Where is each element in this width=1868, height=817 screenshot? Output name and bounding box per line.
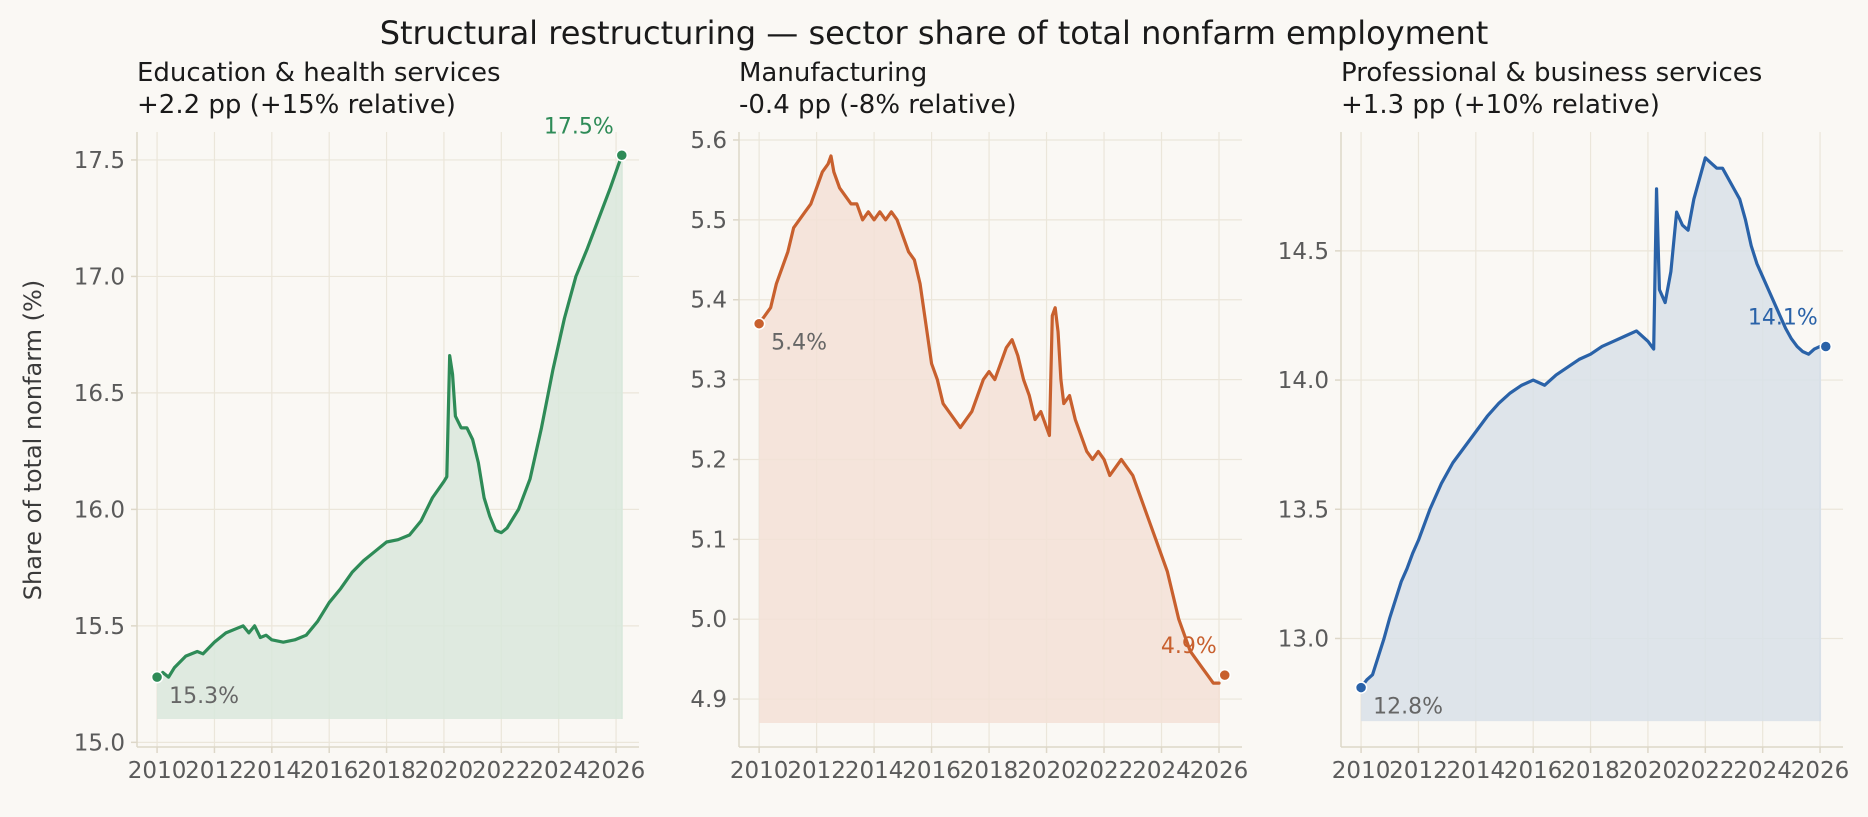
figure-title: Structural restructuring — sector share …: [380, 14, 1489, 52]
y-tick-label: 13.0: [1278, 626, 1329, 652]
x-tick-label: 2012: [787, 758, 846, 784]
x-tick-label: 2010: [128, 758, 187, 784]
x-tick-label: 2020: [415, 758, 474, 784]
y-tick-label: 14.5: [1278, 239, 1329, 265]
x-tick-label: 2020: [1017, 758, 1076, 784]
panel-title: Manufacturing: [739, 58, 927, 88]
x-tick-label: 2026: [587, 758, 646, 784]
x-tick-label: 2012: [185, 758, 244, 784]
end-point-label: 4.9%: [1161, 634, 1217, 659]
y-tick-label: 16.0: [74, 497, 125, 523]
x-tick-label: 2022: [472, 758, 531, 784]
y-axis-label: Share of total nonfarm (%): [19, 280, 47, 600]
start-point-marker: [150, 670, 164, 684]
start-point-label: 15.3%: [169, 684, 239, 709]
series-area: [1361, 157, 1821, 722]
end-point-label: 17.5%: [544, 114, 614, 139]
panel-subtitle: +1.3 pp (+10% relative): [1341, 90, 1660, 120]
x-tick-label: 2026: [1791, 758, 1850, 784]
x-tick-label: 2014: [845, 758, 904, 784]
panel-1: 15.0 15.5 16.0 16.5 17.0 17.5 2010201220142016…: [74, 58, 646, 784]
x-tick-label: 2014: [1447, 758, 1506, 784]
end-point-marker: [615, 149, 629, 162]
x-tick-label: 2022: [1676, 758, 1735, 784]
x-tick-label: 2010: [1332, 758, 1391, 784]
y-tick-label: 16.5: [74, 381, 125, 407]
end-point-label: 14.1%: [1748, 305, 1818, 330]
x-tick-label: 2010: [730, 758, 789, 784]
panel-subtitle: +2.2 pp (+15% relative): [137, 90, 456, 120]
x-tick-label: 2022: [1075, 758, 1134, 784]
series-line: [757, 154, 1221, 685]
y-tick-label: 5.0: [690, 607, 727, 633]
start-point-label: 5.4%: [771, 331, 827, 356]
y-tick-label: 5.3: [690, 368, 727, 394]
y-tick-label: 4.9: [690, 687, 727, 713]
x-tick-label: 2018: [1561, 758, 1620, 784]
x-tick-label: 2026: [1190, 758, 1249, 784]
x-tick-label: 2016: [902, 758, 961, 784]
y-tick-label: 17.0: [74, 264, 125, 290]
x-tick-label: 2020: [1619, 758, 1678, 784]
start-point-marker: [752, 317, 766, 330]
y-tick-label: 5.1: [690, 527, 727, 553]
series-line: [1359, 156, 1822, 690]
y-tick-label: 5.2: [690, 447, 727, 473]
x-tick-label: 2018: [960, 758, 1019, 784]
y-tick-label: 5.5: [690, 208, 727, 234]
panel-subtitle: -0.4 pp (-8% relative): [739, 90, 1017, 120]
y-tick-label: 5.6: [690, 128, 727, 154]
series-area: [759, 155, 1220, 724]
panel-title: Professional & business services: [1341, 58, 1762, 88]
panel-title: Education & health services: [137, 58, 501, 88]
panel-3: 13.0 13.5 14.0 14.5 201020122014201620182020…: [1278, 58, 1850, 784]
panels: 15.015.516.016.517.017.52010201220142016…: [74, 58, 1850, 784]
y-tick-label: 15.5: [74, 614, 125, 640]
panel-2: 4.9 5.0 5.1 5.2 5.3 5.4 5.5 5.6 2010201220142016…: [690, 58, 1248, 784]
y-tick-label: 17.5: [74, 148, 125, 174]
y-tick-label: 14.0: [1278, 368, 1329, 394]
y-tick-label: 5.4: [690, 288, 727, 314]
x-tick-label: 2016: [300, 758, 359, 784]
x-tick-label: 2024: [1132, 758, 1191, 784]
x-tick-label: 2024: [1733, 758, 1792, 784]
x-tick-label: 2024: [529, 758, 588, 784]
series-area: [157, 155, 622, 720]
x-tick-label: 2012: [1389, 758, 1448, 784]
x-tick-label: 2014: [243, 758, 302, 784]
end-point-marker: [1218, 668, 1232, 682]
start-point-marker: [1354, 681, 1368, 694]
x-tick-label: 2018: [357, 758, 416, 784]
series-line: [155, 153, 624, 679]
x-tick-label: 2016: [1504, 758, 1563, 784]
y-tick-label: 13.5: [1278, 497, 1329, 523]
start-point-label: 12.8%: [1373, 695, 1443, 720]
y-tick-label: 15.0: [74, 730, 125, 756]
end-point-marker: [1819, 340, 1833, 353]
